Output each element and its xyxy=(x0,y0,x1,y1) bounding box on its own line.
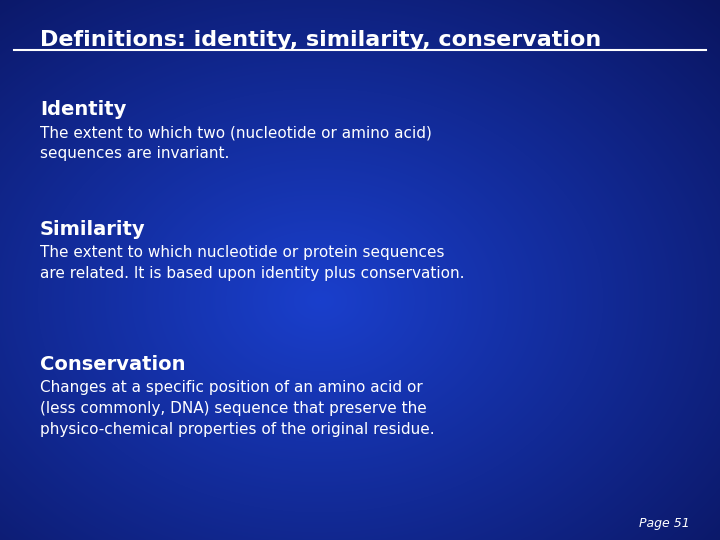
Text: The extent to which two (nucleotide or amino acid)
sequences are invariant.: The extent to which two (nucleotide or a… xyxy=(40,125,432,161)
Text: Definitions: identity, similarity, conservation: Definitions: identity, similarity, conse… xyxy=(40,30,601,50)
Text: Conservation: Conservation xyxy=(40,355,186,374)
Text: The extent to which nucleotide or protein sequences
are related. It is based upo: The extent to which nucleotide or protei… xyxy=(40,245,464,281)
Text: Identity: Identity xyxy=(40,100,127,119)
Text: Page 51: Page 51 xyxy=(639,517,690,530)
Text: Changes at a specific position of an amino acid or
(less commonly, DNA) sequence: Changes at a specific position of an ami… xyxy=(40,380,435,437)
Text: Similarity: Similarity xyxy=(40,220,145,239)
